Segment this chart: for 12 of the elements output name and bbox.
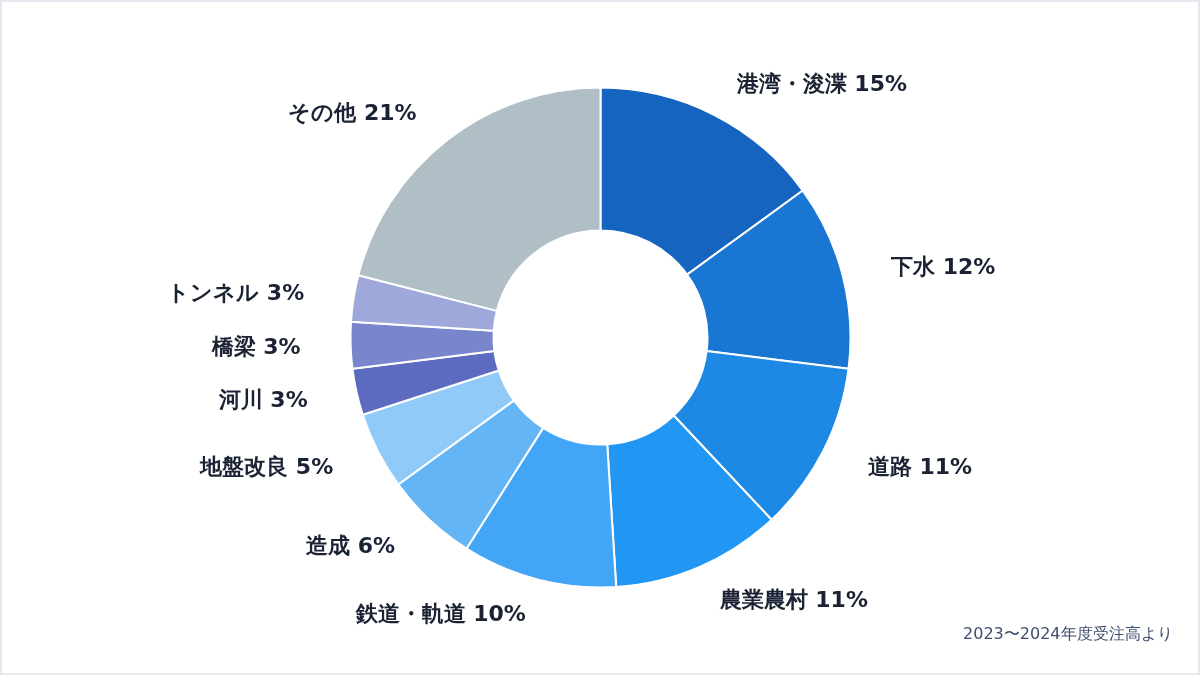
- slice-label: 農業農村 11%: [718, 586, 868, 612]
- slice-label: 河川 3%: [217, 387, 308, 413]
- slice-label: その他 21%: [288, 99, 417, 125]
- slice-label: 下水 12%: [890, 254, 996, 280]
- slice-label: 鉄道・軌道 10%: [354, 601, 526, 627]
- slice-label: 港湾・浚渫 15%: [735, 71, 908, 97]
- slice-label: 道路 11%: [867, 454, 973, 480]
- slice-label: トンネル 3%: [167, 280, 305, 306]
- slice-label: 橋梁 3%: [210, 333, 301, 359]
- text: 2023〜2024年度受注高より: [963, 624, 1173, 643]
- slice-label: 造成 6%: [306, 532, 396, 558]
- slice-label: 地盤改良 5%: [199, 454, 334, 480]
